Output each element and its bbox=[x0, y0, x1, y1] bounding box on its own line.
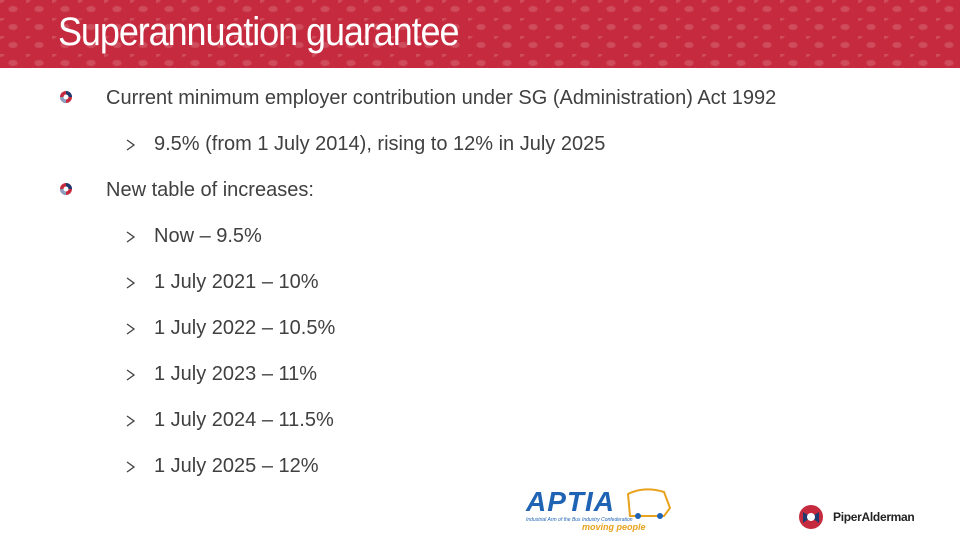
bullet-text: New table of increases: bbox=[106, 179, 314, 201]
sub-item: 1 July 2024 – 11.5% bbox=[0, 406, 960, 452]
aptia-name: APTIA bbox=[526, 486, 615, 517]
sub-marker bbox=[126, 415, 136, 427]
sub-item-text: 1 July 2021 – 10% bbox=[154, 271, 319, 293]
sub-item-text: Now – 9.5% bbox=[154, 225, 262, 247]
sub-marker bbox=[126, 139, 136, 151]
bullet: New table of increases: bbox=[0, 176, 960, 222]
sub-item-text: 9.5% (from 1 July 2014), rising to 12% i… bbox=[154, 133, 606, 155]
bullet: Current minimum employer contribution un… bbox=[0, 84, 960, 130]
sub-item-text: 1 July 2023 – 11% bbox=[154, 363, 318, 385]
bullet-text: Current minimum employer contribution un… bbox=[106, 87, 777, 109]
sub-marker bbox=[126, 231, 136, 243]
bullet-icon bbox=[60, 183, 72, 195]
sub-item-text: 1 July 2022 – 10.5% bbox=[154, 317, 336, 339]
sub-item: 1 July 2023 – 11% bbox=[0, 360, 960, 406]
piper-alderman-logo: PiperAlderman bbox=[798, 504, 948, 530]
bullet-list: Current minimum employer contribution un… bbox=[0, 84, 960, 498]
sub-item-text: 1 July 2024 – 11.5% bbox=[154, 409, 334, 431]
aptia-logo: APTIA Industrial Arm of the Bus Industry… bbox=[524, 486, 674, 534]
sub-marker bbox=[126, 323, 136, 335]
sub-item-text: 1 July 2025 – 12% bbox=[154, 455, 319, 477]
aptia-tagline: Industrial Arm of the Bus Industry Confe… bbox=[526, 517, 633, 523]
piper-icon bbox=[799, 505, 823, 529]
sub-item: 9.5% (from 1 July 2014), rising to 12% i… bbox=[0, 130, 960, 176]
bullet-icon bbox=[60, 91, 72, 103]
aptia-slogan: moving people bbox=[582, 522, 646, 532]
sub-marker bbox=[126, 369, 136, 381]
slide-title: Superannuation guarantee bbox=[58, 10, 460, 54]
header-band: Superannuation guarantee bbox=[0, 0, 960, 68]
sub-marker bbox=[126, 277, 136, 289]
sub-item: 1 July 2022 – 10.5% bbox=[0, 314, 960, 360]
sub-item: 1 July 2021 – 10% bbox=[0, 268, 960, 314]
sub-item: 1 July 2025 – 12% bbox=[0, 452, 960, 498]
sub-marker bbox=[126, 461, 136, 473]
sub-item: Now – 9.5% bbox=[0, 222, 960, 268]
piper-alderman-name: PiperAlderman bbox=[833, 510, 915, 524]
aptia-graphic bbox=[626, 488, 672, 519]
